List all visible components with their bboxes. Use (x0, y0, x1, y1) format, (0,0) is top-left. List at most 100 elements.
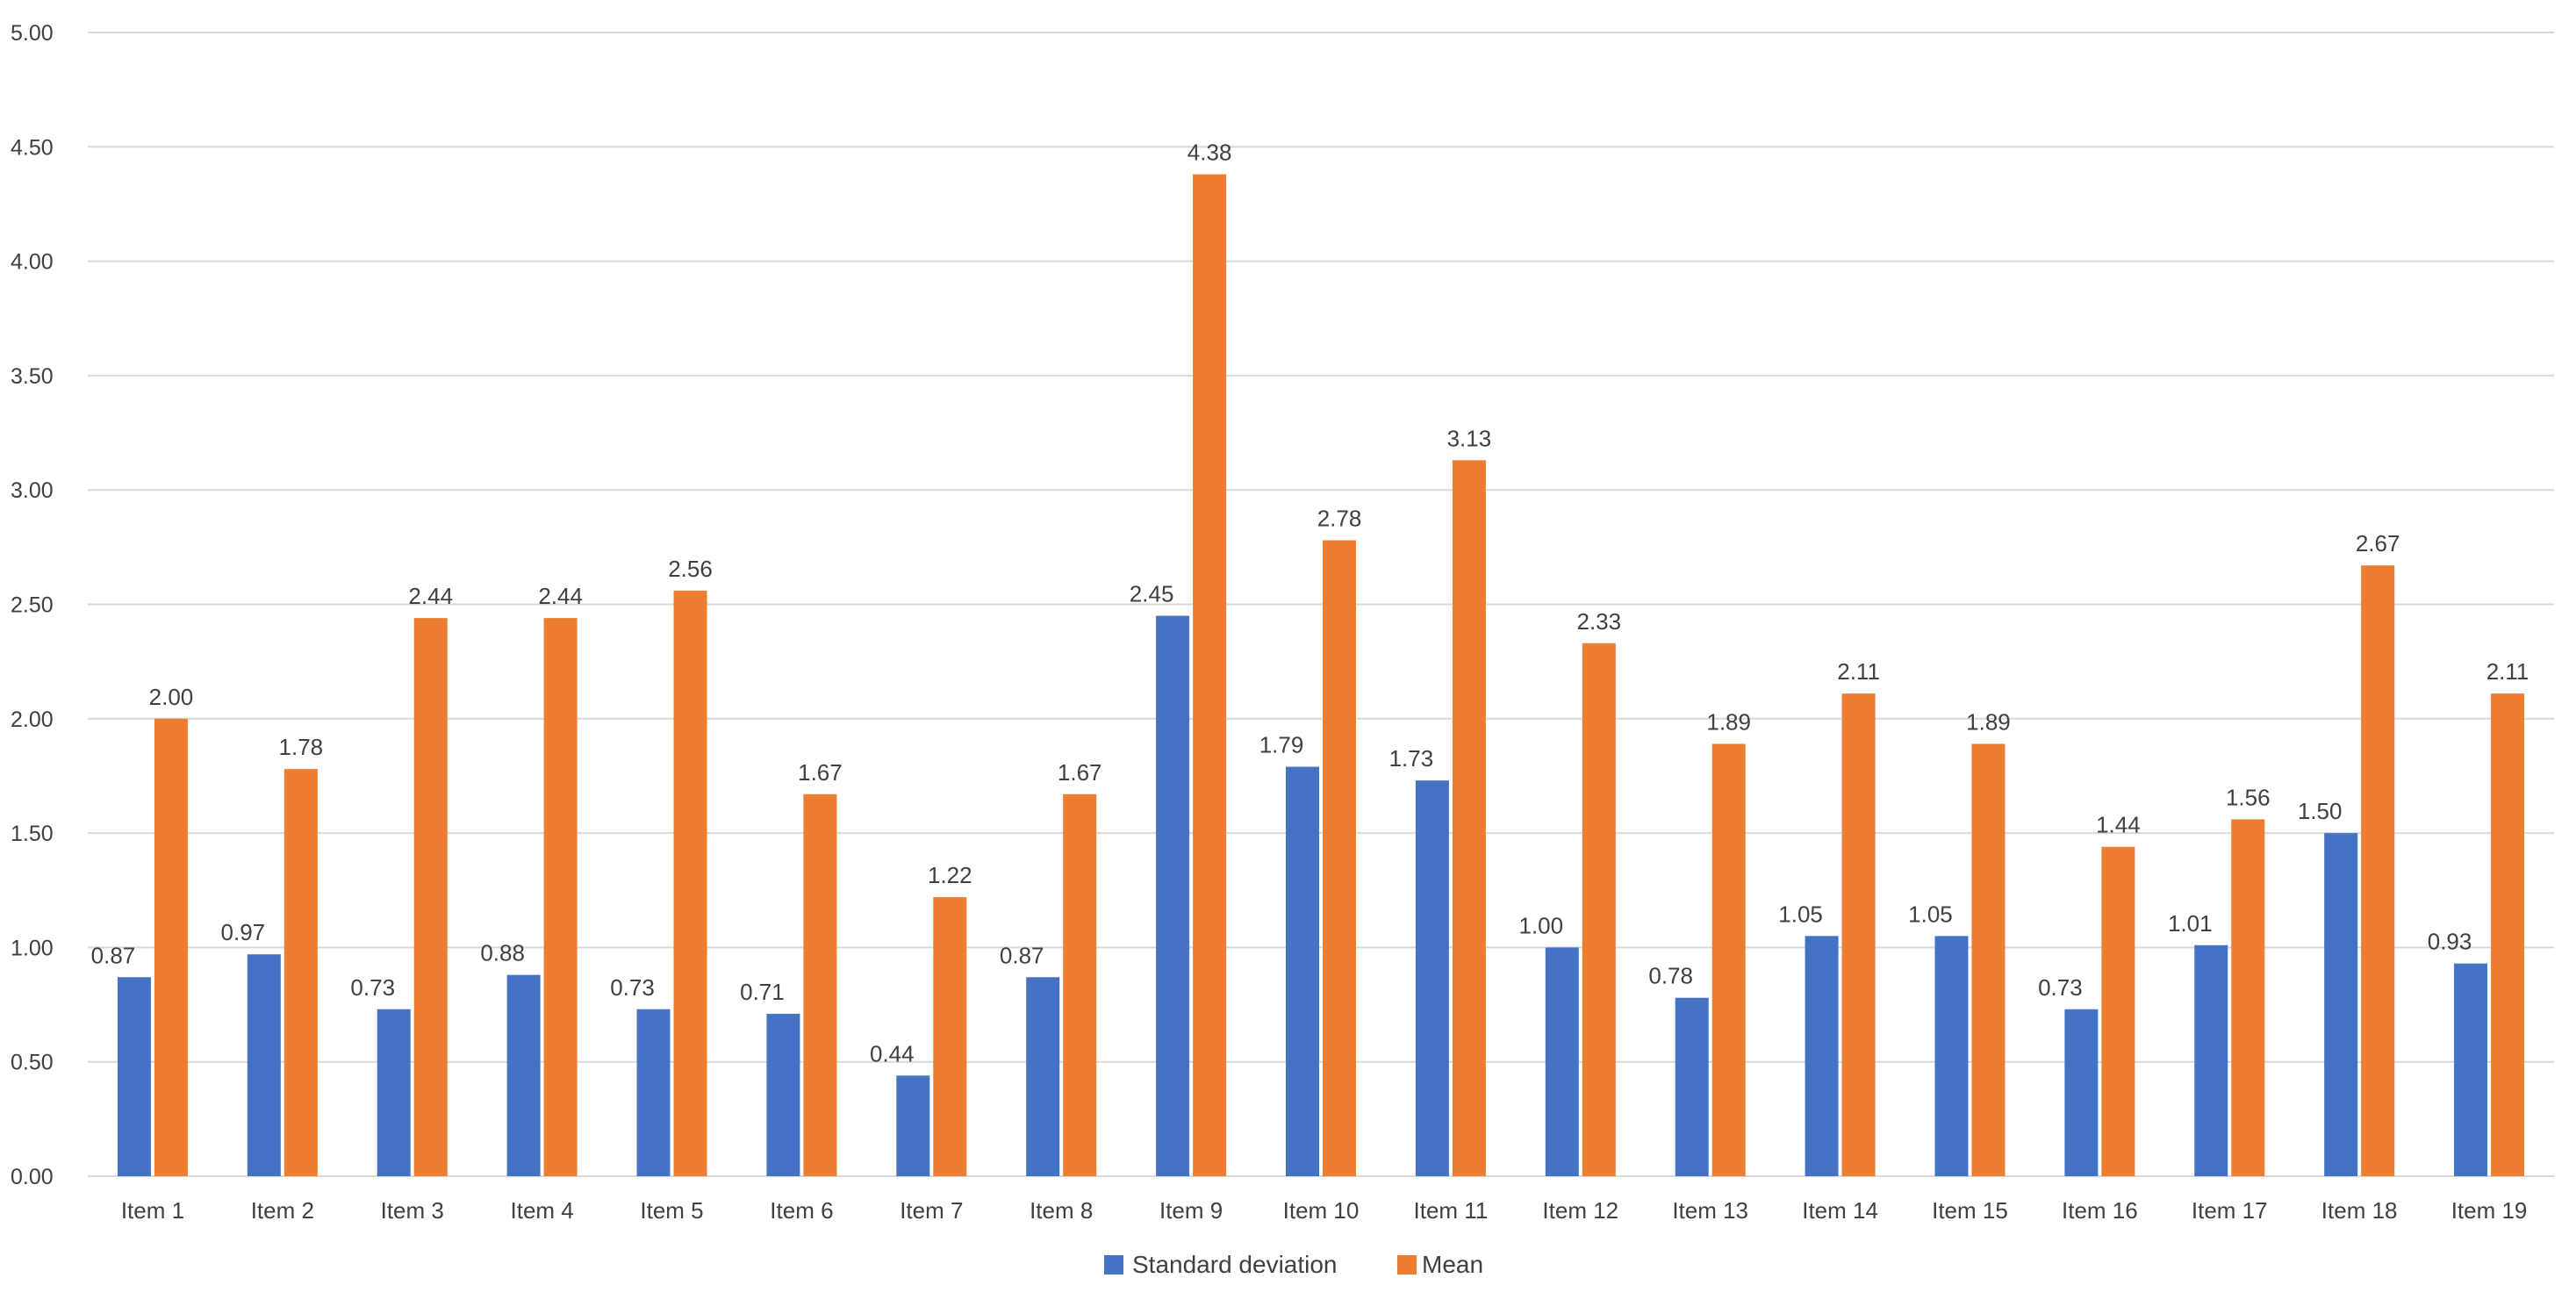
y-tick-label: 1.00 (11, 936, 54, 960)
std-dev-data-label: 1.50 (2298, 798, 2343, 824)
std-dev-bar (636, 1009, 671, 1176)
gridlines (88, 32, 2554, 1177)
mean-data-label: 1.89 (1966, 708, 2011, 735)
x-tick-label: Item 16 (2062, 1197, 2138, 1224)
std-dev-data-label: 1.73 (1389, 745, 1434, 772)
mean-data-label: 2.44 (538, 583, 583, 609)
legend-swatch-std-dev (1104, 1255, 1123, 1275)
std-dev-bar (896, 1075, 930, 1176)
std-dev-data-label: 0.93 (2428, 929, 2472, 955)
mean-bar (2101, 846, 2135, 1176)
std-dev-data-label: 0.87 (1000, 942, 1044, 968)
mean-data-label: 1.67 (1058, 759, 1102, 786)
mean-bar (1193, 174, 1227, 1176)
mean-bar (1841, 693, 1876, 1176)
std-dev-data-label: 1.05 (1778, 901, 1823, 927)
mean-data-label: 2.56 (668, 556, 713, 582)
std-dev-bar (1805, 936, 1839, 1176)
mean-data-label: 2.00 (149, 684, 194, 710)
y-tick-label: 4.50 (11, 135, 54, 160)
std-dev-bar (1026, 977, 1060, 1176)
std-dev-data-label: 1.00 (1518, 912, 1563, 938)
std-dev-data-label: 0.71 (740, 979, 785, 1005)
std-dev-data-label: 0.44 (870, 1040, 915, 1066)
std-dev-data-label: 0.88 (480, 940, 525, 966)
mean-bar (2231, 819, 2265, 1176)
std-dev-bar (2454, 963, 2488, 1176)
mean-bar (1323, 540, 1356, 1176)
mean-data-label: 2.67 (2356, 530, 2400, 557)
mean-data-label: 2.33 (1576, 608, 1621, 635)
y-axis-ticks: 0.00 0.50 1.00 1.50 2.00 2.50 3.00 3.50 4.00 4.50… (11, 21, 54, 1189)
y-tick-label: 0.50 (11, 1051, 54, 1075)
y-tick-label: 2.00 (11, 707, 54, 732)
y-tick-label: 4.00 (11, 250, 54, 275)
std-dev-bar (506, 974, 541, 1176)
mean-bar (543, 618, 578, 1176)
legend-label-std-dev: Standard deviation (1132, 1251, 1338, 1278)
bars (117, 174, 2525, 1176)
x-axis-ticks: Item 1 Item 2 Item 3 Item 4 Item 5 Item 6 Item… (121, 1197, 2528, 1224)
std-dev-bar (1415, 780, 1449, 1176)
x-tick-label: Item 9 (1159, 1197, 1223, 1224)
mean-bar (154, 718, 188, 1176)
mean-bar (1063, 794, 1097, 1176)
y-tick-label: 2.50 (11, 593, 54, 618)
std-dev-data-label: 2.45 (1130, 581, 1174, 607)
mean-data-label: 2.11 (1837, 658, 1880, 685)
y-tick-label: 5.00 (11, 21, 54, 46)
std-dev-bar (2324, 833, 2358, 1176)
mean-data-label: 2.11 (2486, 658, 2529, 685)
mean-data-label: 1.22 (928, 862, 972, 888)
mean-data-label: 1.56 (2226, 784, 2271, 810)
mean-bar (803, 794, 837, 1176)
mean-bar (2491, 693, 2525, 1176)
std-dev-bar (1545, 947, 1579, 1176)
x-tick-label: Item 11 (1414, 1197, 1489, 1224)
mean-data-label: 1.78 (279, 734, 324, 760)
legend: Standard deviation Mean (1104, 1251, 1483, 1278)
mean-bar (413, 618, 448, 1176)
x-tick-label: Item 1 (121, 1197, 184, 1224)
mean-bar (2361, 565, 2395, 1176)
std-dev-bar (1286, 766, 1319, 1176)
x-tick-label: Item 13 (1672, 1197, 1748, 1224)
mean-bar (1971, 743, 2006, 1176)
x-tick-label: Item 18 (2321, 1197, 2398, 1224)
std-dev-data-label: 1.05 (1908, 901, 1953, 927)
mean-data-label: 2.78 (1317, 506, 1362, 532)
legend-swatch-mean (1397, 1255, 1417, 1275)
std-dev-bar (1156, 615, 1190, 1176)
std-dev-data-label: 0.73 (610, 974, 655, 1001)
mean-data-label: 4.38 (1188, 140, 1232, 166)
std-dev-data-label: 0.97 (221, 919, 266, 945)
mean-data-label: 2.44 (408, 583, 453, 609)
std-dev-bar (117, 977, 151, 1176)
std-dev-bar (1934, 936, 1969, 1176)
x-tick-label: Item 8 (1030, 1197, 1093, 1224)
x-tick-label: Item 2 (251, 1197, 314, 1224)
std-dev-data-label: 0.73 (2038, 974, 2083, 1001)
legend-label-mean: Mean (1422, 1251, 1483, 1278)
data-labels: 0.87 2.00 0.97 1.78 0.73 2.44 0.88 2.44 0.73 2.56… (91, 140, 2529, 1067)
x-tick-label: Item 19 (2451, 1197, 2528, 1224)
x-tick-label: Item 4 (511, 1197, 574, 1224)
mean-bar (283, 769, 318, 1176)
y-tick-label: 0.00 (11, 1165, 54, 1189)
std-dev-bar (247, 954, 281, 1176)
x-tick-label: Item 10 (1283, 1197, 1360, 1224)
x-tick-label: Item 12 (1542, 1197, 1618, 1224)
std-dev-data-label: 1.79 (1259, 732, 1304, 758)
x-tick-label: Item 15 (1932, 1197, 2008, 1224)
std-dev-data-label: 1.01 (2168, 910, 2213, 937)
mean-data-label: 1.89 (1706, 708, 1751, 735)
x-tick-label: Item 3 (381, 1197, 444, 1224)
mean-bar (933, 897, 967, 1176)
std-dev-data-label: 0.78 (1648, 963, 1693, 989)
mean-bar (1711, 743, 1746, 1176)
mean-data-label: 1.44 (2096, 812, 2141, 838)
std-dev-bar (2064, 1009, 2099, 1176)
mean-bar (673, 590, 707, 1176)
